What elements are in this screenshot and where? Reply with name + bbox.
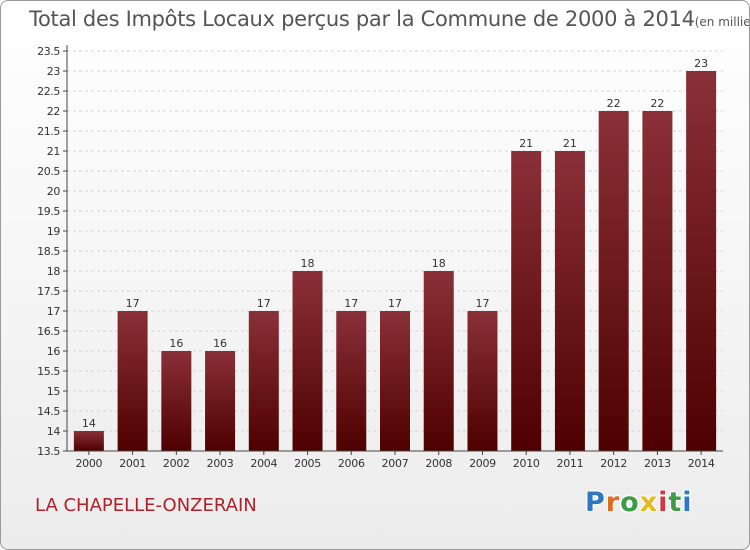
value-label: 17: [257, 297, 271, 310]
chart-title: Total des Impôts Locaux perçus par la Co…: [29, 7, 750, 31]
bar-2004: [248, 311, 279, 451]
y-tick-label: 23: [47, 65, 61, 78]
x-tick-label: 2006: [338, 457, 365, 470]
value-label: 17: [344, 297, 358, 310]
proxiti-logo: Proxiti: [585, 487, 693, 518]
bar-2001: [117, 311, 148, 451]
y-tick-label: 19: [47, 225, 61, 238]
value-label: 23: [694, 57, 708, 70]
x-axis-ticks: 2000 2001 2002 2003 2004 2005 2006 2007 2008 2009…: [75, 451, 715, 470]
x-tick-label: 2003: [207, 457, 234, 470]
value-label: 17: [126, 297, 140, 310]
y-tick-label: 15.5: [37, 365, 60, 378]
value-labels: 14 17 16 16 17 18 17 17 18 17 21 21 22 22 23: [82, 57, 708, 430]
bar-2003: [205, 351, 236, 451]
bars: [73, 71, 717, 451]
value-label: 21: [563, 137, 577, 150]
value-label: 18: [301, 257, 315, 270]
bar-2002: [161, 351, 192, 451]
x-tick-label: 2000: [75, 457, 102, 470]
bar-2000: [73, 431, 104, 451]
bar-2007: [380, 311, 410, 451]
x-tick-label: 2011: [557, 457, 584, 470]
bar-2011: [554, 151, 585, 451]
x-tick-label: 2002: [163, 457, 190, 470]
x-tick-label: 2012: [600, 457, 627, 470]
bar-2013: [642, 111, 673, 451]
bar-2006: [336, 311, 367, 451]
value-label: 17: [388, 297, 402, 310]
bar-2005: [292, 271, 323, 451]
value-label: 16: [213, 337, 227, 350]
x-tick-label: 2009: [469, 457, 496, 470]
value-label: 16: [169, 337, 183, 350]
y-axis-ticks: 13.5 14 14.5 15 15.5 16 16.5 17 17.5 18 18.5 19 19.5…: [37, 45, 67, 458]
y-tick-label: 20: [47, 185, 61, 198]
y-tick-label: 18: [47, 265, 61, 278]
y-tick-label: 14.5: [37, 405, 60, 418]
y-tick-label: 19.5: [37, 205, 60, 218]
value-label: 21: [519, 137, 533, 150]
bar-2009: [467, 311, 498, 451]
y-tick-label: 23.5: [37, 45, 60, 58]
y-tick-label: 22: [47, 105, 60, 118]
chart-title-text: Total des Impôts Locaux perçus par la Co…: [29, 7, 695, 31]
x-tick-label: 2007: [382, 457, 409, 470]
y-tick-label: 21.5: [37, 125, 60, 138]
bar-2012: [598, 111, 629, 451]
commune-name: LA CHAPELLE-ONZERAIN: [35, 495, 257, 516]
x-tick-label: 2005: [294, 457, 321, 470]
y-tick-label: 14: [47, 425, 61, 438]
y-tick-label: 17.5: [37, 285, 60, 298]
bar-2010: [511, 151, 542, 451]
bar-2014: [686, 71, 717, 451]
value-label: 14: [82, 417, 96, 430]
value-label: 17: [475, 297, 489, 310]
y-tick-label: 16: [47, 345, 61, 358]
bar-2008: [423, 271, 454, 451]
x-tick-label: 2013: [644, 457, 671, 470]
value-label: 22: [607, 97, 621, 110]
chart-unit-text: (en milliers d'€): [694, 15, 750, 29]
y-tick-label: 17: [47, 305, 61, 318]
y-tick-label: 13.5: [37, 445, 60, 458]
y-tick-label: 20.5: [37, 165, 60, 178]
y-tick-label: 22.5: [37, 85, 60, 98]
y-tick-label: 21: [47, 145, 60, 158]
value-label: 18: [432, 257, 446, 270]
x-tick-label: 2010: [513, 457, 540, 470]
x-tick-label: 2014: [688, 457, 715, 470]
x-tick-label: 2001: [119, 457, 146, 470]
y-tick-label: 16.5: [37, 325, 60, 338]
y-tick-label: 18.5: [37, 245, 60, 258]
y-tick-label: 15: [47, 385, 61, 398]
x-tick-label: 2008: [425, 457, 452, 470]
x-tick-label: 2004: [250, 457, 277, 470]
value-label: 22: [650, 97, 664, 110]
